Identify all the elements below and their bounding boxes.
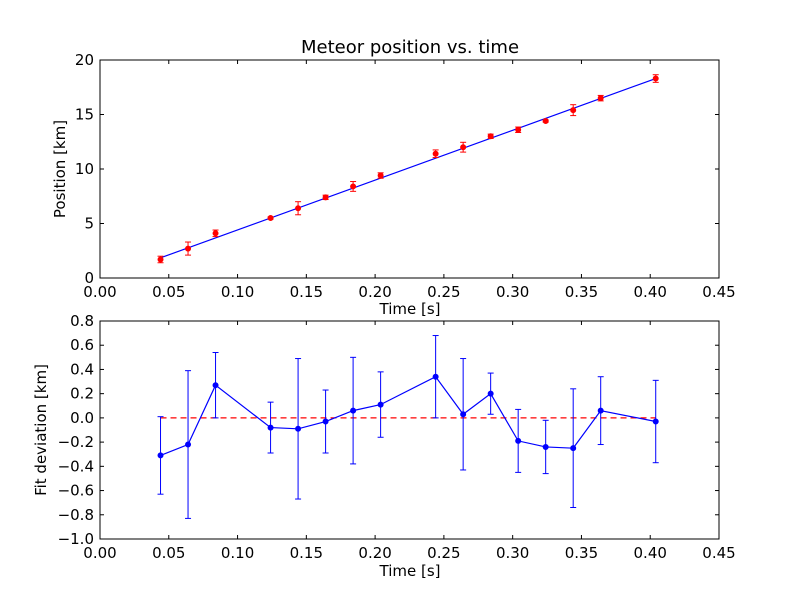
- position-x-tick-label: 0.15: [290, 283, 323, 301]
- position-data-point: [460, 144, 467, 151]
- position-x-tick-label: 0.30: [496, 283, 529, 301]
- deviation-data-point: [570, 445, 577, 452]
- deviation-data-point: [322, 418, 329, 425]
- deviation-data-point: [515, 437, 522, 444]
- deviation-y-tick-label: −0.4: [58, 457, 94, 475]
- deviation-data-point: [157, 452, 164, 459]
- position-data-point: [542, 118, 549, 125]
- position-data-point: [212, 230, 219, 237]
- position-chart-marks: [157, 74, 659, 264]
- deviation-x-axis-label: Time [s]: [379, 562, 441, 580]
- deviation-chart: 0.00 0.05 0.10 0.15 0.20 0.25 0.30 0.35 0.40 0.45…: [32, 312, 736, 580]
- position-data-point: [652, 75, 659, 82]
- deviation-data-point: [432, 373, 439, 380]
- deviation-x-tick-label: 0.10: [221, 544, 254, 562]
- deviation-y-tick-label: 0.8: [70, 312, 94, 330]
- position-x-tick-label: 0.00: [83, 283, 116, 301]
- deviation-y-tick-label: −0.6: [58, 482, 94, 500]
- deviation-data-point: [267, 424, 274, 431]
- deviation-y-tick-label: 0.4: [70, 360, 94, 378]
- deviation-data-point: [542, 443, 549, 450]
- deviation-data-point: [377, 401, 384, 408]
- deviation-chart-marks: [157, 335, 659, 519]
- position-x-axis-label: Time [s]: [379, 300, 441, 318]
- position-x-tick-label: 0.25: [427, 283, 460, 301]
- deviation-x-tick-label: 0.30: [496, 544, 529, 562]
- position-x-tick-label: 0.10: [221, 283, 254, 301]
- deviation-x-tick-label: 0.20: [358, 544, 391, 562]
- deviation-data-point: [487, 390, 494, 397]
- deviation-data-point: [350, 407, 357, 414]
- deviation-data-point: [652, 418, 659, 425]
- deviation-x-tick-label: 0.00: [83, 544, 116, 562]
- position-y-tick-label: 20: [75, 51, 94, 69]
- deviation-y-tick-label: 0.0: [70, 409, 94, 427]
- position-data-point: [377, 172, 384, 179]
- deviation-y-tick-label: −0.2: [58, 433, 94, 451]
- deviation-data-point: [597, 407, 604, 414]
- position-chart-title: Meteor position vs. time: [301, 37, 519, 58]
- deviation-y-axis-label: Fit deviation [km]: [32, 364, 50, 496]
- position-data-point: [295, 205, 302, 212]
- deviation-x-tick-label: 0.15: [290, 544, 323, 562]
- position-data-point: [157, 256, 164, 263]
- position-data-point: [515, 126, 522, 133]
- deviation-data-point: [212, 382, 219, 389]
- deviation-data-point: [185, 441, 192, 448]
- deviation-data-point: [460, 411, 467, 418]
- deviation-x-tick-label: 0.25: [427, 544, 460, 562]
- deviation-y-tick-label: −1.0: [58, 530, 94, 548]
- position-x-tick-label: 0.20: [358, 283, 391, 301]
- position-data-point: [350, 183, 357, 190]
- deviation-x-tick-label: 0.45: [702, 544, 735, 562]
- position-chart: Meteor position vs. time 0.00 0.05 0.10 0.1…: [51, 37, 736, 318]
- position-y-tick-label: 15: [75, 106, 94, 124]
- position-data-point: [487, 133, 494, 140]
- position-data-point: [432, 150, 439, 157]
- deviation-chart-ticks: 0.00 0.05 0.10 0.15 0.20 0.25 0.30 0.35 0.40 0.45…: [58, 312, 736, 562]
- position-data-point: [597, 95, 604, 102]
- position-data-point: [267, 215, 274, 222]
- deviation-y-tick-label: −0.8: [58, 506, 94, 524]
- position-x-tick-label: 0.35: [565, 283, 598, 301]
- deviation-plot-area: [99, 320, 720, 540]
- deviation-y-tick-label: 0.2: [70, 385, 94, 403]
- position-y-tick-label: 0: [84, 269, 94, 287]
- position-data-point: [570, 107, 577, 114]
- deviation-x-tick-label: 0.40: [634, 544, 667, 562]
- position-data-point: [322, 194, 329, 201]
- position-x-tick-label: 0.45: [702, 283, 735, 301]
- deviation-y-tick-label: 0.6: [70, 336, 94, 354]
- position-y-axis-label: Position [km]: [51, 120, 69, 218]
- position-data-point: [185, 245, 192, 252]
- position-x-tick-label: 0.05: [152, 283, 185, 301]
- position-y-tick-label: 10: [75, 160, 94, 178]
- position-x-tick-label: 0.40: [634, 283, 667, 301]
- position-y-tick-label: 5: [84, 215, 94, 233]
- deviation-x-tick-label: 0.05: [152, 544, 185, 562]
- deviation-x-tick-label: 0.35: [565, 544, 598, 562]
- deviation-series-line: [160, 375, 656, 456]
- position-chart-ticks: 0.00 0.05 0.10 0.15 0.20 0.25 0.30 0.35 0.40 0.45…: [75, 51, 736, 301]
- deviation-data-point: [295, 425, 302, 432]
